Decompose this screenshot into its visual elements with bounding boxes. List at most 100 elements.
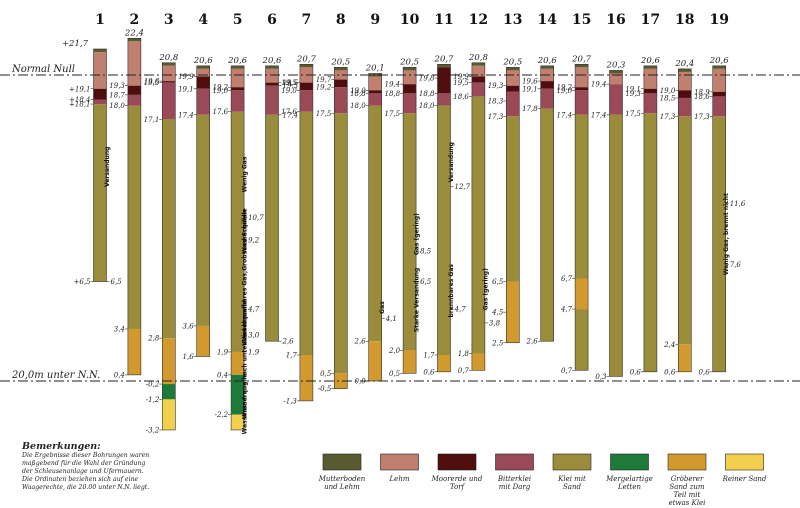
borehole-note: Versandung	[104, 147, 111, 187]
column-outline	[265, 65, 279, 342]
layer-bitter	[299, 90, 313, 112]
elevation-label: 3,8	[489, 319, 501, 327]
elevation-label: 7,6	[730, 261, 742, 269]
elevation-label: 2,0	[388, 347, 401, 355]
legend-item-lehm: Lehm	[380, 453, 419, 483]
elevation-label: 18,9	[694, 88, 710, 96]
elevation-label: 17,4	[178, 111, 194, 119]
elevation-label: 4,7	[247, 306, 260, 314]
top-elevation-label: 20,5	[330, 57, 350, 67]
layer-moor	[403, 84, 417, 94]
elevation-label: 6,5	[492, 278, 504, 286]
borehole-note: Wasserquelle	[242, 300, 249, 345]
column-outline	[712, 65, 727, 373]
elevation-label: 19,5	[144, 79, 160, 87]
elevation-label: 19,2	[316, 84, 332, 92]
borehole-1: 1 +21,7 +19,1 +18,4+18,1 6,5 +6,5 Versandung	[62, 12, 122, 286]
elevation-label: 19,0	[557, 87, 573, 95]
borehole-15: 15 20,7 19,219,0 17,4 6,7 4,7 0,7	[557, 12, 592, 375]
elevation-label: 19,2	[213, 84, 229, 92]
top-elevation-label: 20,6	[537, 56, 558, 66]
elevation-label: 19,3	[488, 82, 504, 90]
elevation-label: 19,0	[281, 87, 297, 95]
elevation-label: +6,5	[74, 278, 92, 286]
borehole-16: 16 20,3 19,4 17,4 0,3	[591, 12, 626, 381]
layer-mutter	[299, 64, 313, 68]
layer-moor	[196, 76, 210, 89]
column-outline	[127, 37, 142, 376]
top-elevation-label: 20,7	[434, 54, 455, 64]
elevation-label: 0,7	[458, 367, 470, 375]
elevation-label: 0,5	[320, 370, 332, 378]
layer-moor	[127, 85, 141, 95]
layer-bitter	[334, 87, 348, 114]
elevation-label: 19,6	[522, 78, 538, 86]
layer-klei	[403, 113, 417, 351]
layer-grob	[196, 325, 210, 357]
layer-bitter	[506, 91, 520, 117]
borehole-note: Wasserandrang nach unten zunehmend	[242, 300, 249, 434]
column-outline	[677, 68, 692, 373]
elevation-label: 18,0	[109, 102, 125, 110]
column-outline	[471, 62, 486, 371]
layer-lehm	[643, 68, 657, 89]
elevation-label: 18,3	[488, 98, 504, 106]
elevation-label: 19,3	[625, 90, 641, 98]
elevation-label: 18,8	[350, 90, 366, 98]
borehole-13: 13 20,5 19,3 18,3 17,3 6,5 4,5 2,5	[488, 12, 523, 347]
borehole-note: Versandung	[448, 142, 455, 182]
layer-mutter	[437, 64, 451, 68]
borehole-note: Gas (gering)	[414, 213, 421, 255]
layer-klei	[231, 111, 245, 352]
elevation-label: +18,4	[69, 96, 90, 104]
layer-mutter	[93, 48, 107, 53]
layer-mutter	[368, 73, 382, 77]
borehole-number: 3	[164, 12, 174, 28]
top-elevation-label: 20,7	[296, 54, 317, 64]
borehole-12: 12 20,8 19,919,5 18,6 1,8 0,7 3,8 Gas (gering)	[453, 12, 500, 375]
top-elevation-label: 20,6	[640, 56, 661, 66]
elevation-label: 0,4	[217, 371, 228, 379]
layer-klei	[471, 96, 485, 354]
top-elevation-label: 20,5	[399, 57, 419, 67]
layer-klei	[575, 309, 589, 371]
layer-bitter	[609, 84, 623, 115]
layer-klei	[162, 119, 176, 339]
elevation-label: 17,5	[316, 110, 332, 118]
layer-klei	[299, 111, 313, 355]
layer-lehm	[231, 68, 245, 88]
remarks-line: Waagerechte, die 20.00 unter N.N. liegt.	[22, 484, 150, 491]
elevation-label: 18,8	[385, 90, 401, 98]
legend-item-moor: Moorerde und Torf	[431, 453, 483, 491]
elevation-label: 17,4	[283, 111, 299, 119]
elevation-label: 1,9	[248, 348, 260, 356]
legend-swatch	[725, 453, 764, 471]
layer-mutter	[712, 65, 726, 69]
layer-bitter	[471, 82, 485, 97]
column-outline	[333, 67, 348, 389]
top-elevation-label: 20,4	[674, 59, 694, 69]
borehole-6: 6 20,6 19,519,3 17,4 2,6	[262, 12, 299, 346]
layer-bitter	[368, 93, 382, 106]
elevation-label: 18,0	[350, 102, 366, 110]
column-outline	[540, 65, 555, 342]
elevation-label: 4,7	[560, 306, 573, 314]
elevation-label: 19,5	[283, 79, 299, 87]
layer-moor	[678, 90, 692, 98]
elevation-label: 18,6	[453, 93, 469, 101]
borehole-2: 222,4 19,318,7 18,0 3,4 0,4	[109, 12, 144, 379]
borehole-note: Wenig Gas	[242, 156, 249, 192]
elevation-label: 2,6	[354, 338, 367, 346]
layer-klei	[93, 104, 107, 282]
elevation-label: 11,6	[730, 200, 746, 208]
layer-mutter	[403, 67, 417, 71]
layer-lehm	[575, 67, 589, 88]
elevation-label: 19,4	[385, 81, 401, 89]
borehole-note: Starke Versandung	[414, 268, 421, 333]
column-outline	[162, 62, 176, 431]
elevation-label: 19,0	[213, 87, 229, 95]
layer-lehm	[334, 70, 348, 80]
elevation-label: 19,3	[109, 82, 125, 90]
